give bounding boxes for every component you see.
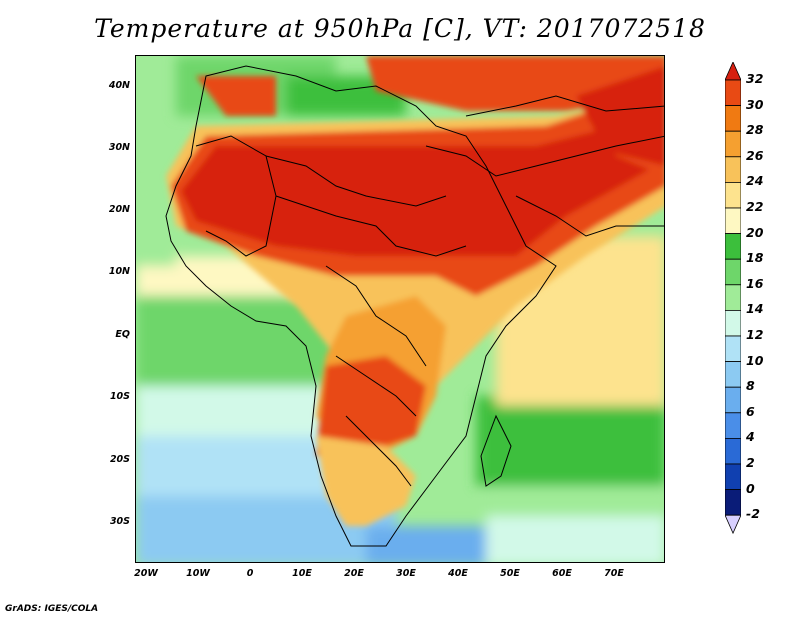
map-title: Temperature at 950hPa [C], VT: 201707251…	[94, 14, 706, 43]
colorbar-segment	[725, 105, 741, 132]
colorbar-segment	[725, 386, 741, 414]
lon-tick-label: 60E	[552, 568, 572, 579]
colorbar-segment	[725, 233, 741, 260]
colorbar-label: 24	[746, 173, 764, 189]
colorbar-label: 22	[746, 199, 764, 214]
lat-tick-label: 10N	[108, 266, 130, 277]
colorbar	[725, 62, 741, 535]
lon-tick-label: 10E	[292, 568, 312, 579]
colorbar-segment	[725, 130, 741, 158]
colorbar-top-cap	[725, 62, 741, 81]
credit-text: GrADS: IGES/COLA	[5, 604, 99, 614]
colorbar-label: 2	[746, 455, 755, 470]
colorbar-segment	[725, 79, 741, 107]
colorbar-segment	[725, 284, 741, 311]
colorbar-label: 26	[746, 147, 764, 163]
map-svg	[136, 56, 664, 562]
colorbar-label: 16	[746, 275, 764, 291]
colorbar-segment	[725, 361, 741, 388]
lon-tick-label: 10W	[186, 568, 210, 579]
land-field	[166, 56, 664, 526]
lat-tick-label: 40N	[108, 80, 130, 91]
lat-tick-label: 20N	[108, 204, 130, 215]
lon-tick-label: 40E	[448, 568, 468, 579]
colorbar-segment	[725, 182, 741, 209]
colorbar-segment	[725, 309, 741, 337]
temperature-map	[135, 55, 665, 563]
lat-tick-label: 10S	[109, 391, 130, 402]
colorbar-label: 14	[746, 301, 764, 317]
colorbar-label: -2	[746, 506, 760, 522]
colorbar-label: 18	[746, 250, 764, 266]
colorbar-label: 4	[746, 429, 755, 445]
colorbar-label: 20	[746, 224, 764, 240]
lon-tick-label: 50E	[500, 568, 520, 579]
colorbar-label: 32	[746, 71, 764, 86]
colorbar-label: 8	[746, 378, 755, 394]
colorbar-segment	[725, 258, 741, 286]
lon-tick-label: 20E	[344, 568, 364, 579]
colorbar-segment	[725, 437, 741, 465]
colorbar-bottom-cap	[725, 514, 741, 535]
lat-tick-label: EQ	[115, 329, 130, 340]
lat-tick-label: 30S	[109, 516, 130, 527]
colorbar-label: 0	[746, 480, 755, 496]
colorbar-segment	[725, 489, 741, 516]
lat-tick-label: 30N	[108, 142, 130, 153]
lon-tick-label: 70E	[604, 568, 624, 579]
colorbar-label: 12	[746, 327, 764, 342]
lon-tick-label: 20W	[134, 568, 158, 579]
colorbar-label: 30	[746, 96, 764, 112]
colorbar-segment	[725, 156, 741, 183]
lat-tick-label: 20S	[109, 454, 130, 465]
colorbar-label: 10	[746, 352, 764, 368]
colorbar-segment	[725, 412, 741, 439]
colorbar-segment	[725, 463, 741, 491]
colorbar-label: 6	[746, 403, 755, 419]
colorbar-segment	[725, 335, 741, 363]
coastlines	[165, 65, 664, 547]
colorbar-label: 28	[746, 122, 764, 138]
lon-tick-label: 30E	[396, 568, 416, 579]
lon-tick-label: 0	[246, 568, 254, 579]
colorbar-segment	[725, 207, 741, 235]
